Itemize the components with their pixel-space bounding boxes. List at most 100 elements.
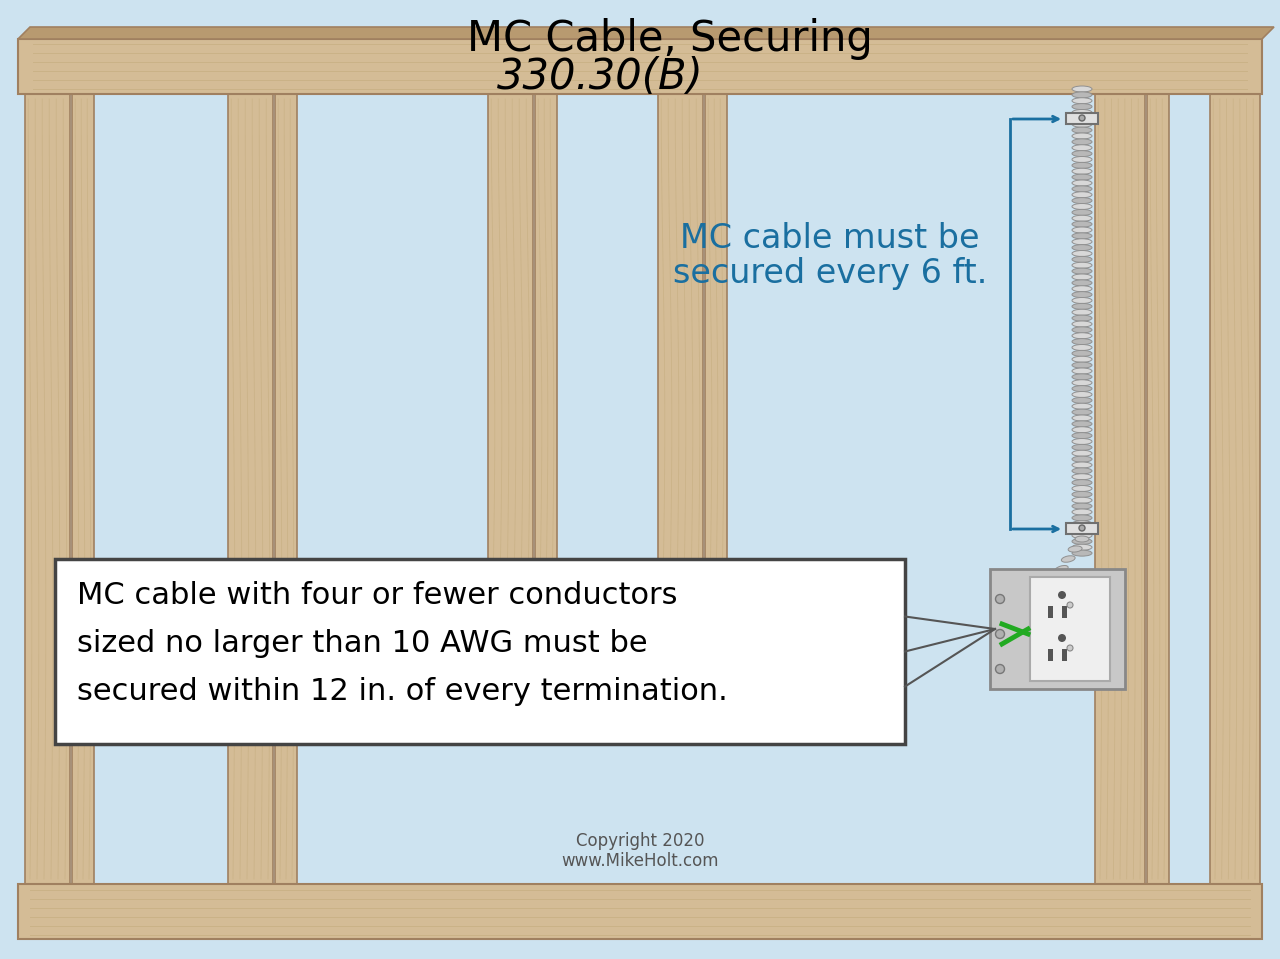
Ellipse shape	[1034, 595, 1047, 603]
Ellipse shape	[1042, 585, 1053, 594]
Ellipse shape	[1073, 175, 1092, 180]
Ellipse shape	[1073, 391, 1092, 397]
Ellipse shape	[1073, 168, 1092, 175]
Bar	[1048, 606, 1053, 618]
Ellipse shape	[1073, 292, 1092, 297]
Text: MC Cable, Securing: MC Cable, Securing	[467, 18, 873, 60]
Ellipse shape	[1073, 186, 1092, 192]
Ellipse shape	[1073, 297, 1092, 303]
Bar	[275, 94, 297, 884]
Ellipse shape	[1073, 321, 1092, 327]
Ellipse shape	[1073, 498, 1092, 503]
Ellipse shape	[1055, 566, 1068, 573]
Ellipse shape	[996, 629, 1005, 639]
Text: 330.30(B): 330.30(B)	[497, 56, 704, 98]
Ellipse shape	[1073, 256, 1092, 263]
Ellipse shape	[1068, 546, 1082, 552]
Ellipse shape	[1073, 203, 1092, 209]
Ellipse shape	[1073, 333, 1092, 339]
Bar	[1094, 94, 1146, 884]
Ellipse shape	[1073, 550, 1092, 556]
Ellipse shape	[1073, 162, 1092, 169]
Ellipse shape	[1073, 227, 1092, 233]
Ellipse shape	[1073, 521, 1092, 526]
Ellipse shape	[1079, 525, 1085, 531]
Bar	[1066, 113, 1098, 124]
Ellipse shape	[1073, 274, 1092, 280]
Text: sized no larger than 10 AWG must be: sized no larger than 10 AWG must be	[77, 629, 648, 659]
Bar	[55, 559, 905, 744]
Ellipse shape	[1073, 245, 1092, 250]
Ellipse shape	[1073, 109, 1092, 115]
Ellipse shape	[1073, 233, 1092, 239]
Ellipse shape	[1073, 192, 1092, 198]
Ellipse shape	[1073, 485, 1092, 492]
Ellipse shape	[1073, 215, 1092, 222]
Ellipse shape	[1073, 269, 1092, 274]
Ellipse shape	[1068, 602, 1073, 608]
Ellipse shape	[1073, 374, 1092, 380]
Ellipse shape	[1073, 339, 1092, 344]
Ellipse shape	[1073, 468, 1092, 474]
Ellipse shape	[1073, 350, 1092, 357]
Ellipse shape	[1073, 421, 1092, 427]
Bar	[18, 39, 1262, 94]
Ellipse shape	[1073, 526, 1092, 532]
Ellipse shape	[1073, 280, 1092, 286]
Ellipse shape	[1073, 303, 1092, 310]
Bar	[1210, 94, 1260, 884]
Ellipse shape	[1059, 591, 1066, 599]
Ellipse shape	[1073, 156, 1092, 162]
Ellipse shape	[1073, 415, 1092, 421]
Text: secured within 12 in. of every termination.: secured within 12 in. of every terminati…	[77, 677, 728, 707]
Bar	[26, 94, 70, 884]
Ellipse shape	[1061, 556, 1075, 562]
Ellipse shape	[1073, 309, 1092, 316]
Ellipse shape	[1073, 380, 1092, 386]
Ellipse shape	[1028, 604, 1039, 614]
Ellipse shape	[1073, 545, 1092, 550]
Ellipse shape	[1073, 456, 1092, 462]
Bar	[72, 94, 93, 884]
Ellipse shape	[1073, 316, 1092, 321]
Ellipse shape	[1073, 444, 1092, 451]
Ellipse shape	[1073, 115, 1092, 122]
Ellipse shape	[1073, 538, 1092, 545]
Bar	[1066, 523, 1098, 534]
Bar	[989, 569, 1125, 689]
Ellipse shape	[1073, 92, 1092, 98]
Bar	[1147, 94, 1169, 884]
Bar	[705, 94, 727, 594]
Ellipse shape	[1073, 327, 1092, 333]
Ellipse shape	[1073, 450, 1092, 456]
Ellipse shape	[1073, 427, 1092, 433]
Ellipse shape	[1073, 503, 1092, 509]
Ellipse shape	[1073, 250, 1092, 256]
Ellipse shape	[1073, 344, 1092, 350]
Ellipse shape	[1073, 128, 1092, 133]
Ellipse shape	[1073, 438, 1092, 445]
Bar	[1030, 577, 1110, 681]
Ellipse shape	[1075, 536, 1089, 542]
Ellipse shape	[1073, 151, 1092, 156]
Text: MC cable with four or fewer conductors: MC cable with four or fewer conductors	[77, 581, 677, 611]
Ellipse shape	[1073, 222, 1092, 227]
Polygon shape	[18, 27, 1274, 39]
Bar	[658, 94, 703, 594]
Ellipse shape	[1073, 104, 1092, 109]
Text: Copyright 2020
www.MikeHolt.com: Copyright 2020 www.MikeHolt.com	[561, 831, 719, 871]
Ellipse shape	[1073, 509, 1092, 515]
Bar	[1062, 606, 1068, 618]
Ellipse shape	[1073, 133, 1092, 139]
Ellipse shape	[1059, 634, 1066, 642]
Ellipse shape	[1073, 433, 1092, 438]
Ellipse shape	[1073, 86, 1092, 92]
Ellipse shape	[1073, 363, 1092, 368]
Ellipse shape	[1073, 409, 1092, 415]
Ellipse shape	[1073, 121, 1092, 128]
Ellipse shape	[1073, 139, 1092, 145]
Bar	[18, 884, 1262, 939]
Bar	[228, 94, 273, 884]
Ellipse shape	[1073, 515, 1092, 521]
Ellipse shape	[1073, 403, 1092, 409]
